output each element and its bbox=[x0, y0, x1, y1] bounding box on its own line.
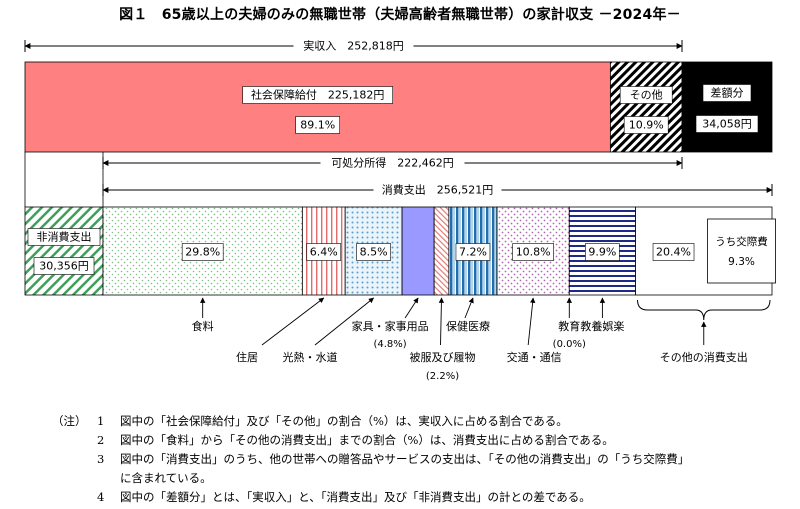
pct-cat-5-box bbox=[455, 243, 491, 261]
label-consumption-bg bbox=[373, 182, 502, 198]
value-non-consumption: 30,356円 bbox=[39, 260, 89, 273]
label-social-security: 社会保障給付 225,182円 bbox=[251, 88, 385, 102]
label-sub-item: うち交際費 bbox=[715, 235, 768, 248]
brace-other-consumption bbox=[637, 299, 771, 321]
pct-cat-2-box bbox=[356, 243, 391, 261]
bar-non-consumption bbox=[24, 206, 104, 296]
leader-transport bbox=[527, 297, 536, 346]
pct-education: (0.0%) bbox=[553, 339, 586, 350]
label-education: 教育 bbox=[558, 319, 580, 333]
label-consumption: 消費支出 256,521円 bbox=[382, 183, 494, 197]
household-budget-chart: 社会保障給付 225,182円 89.1% その他 10.9% 差額分 34,058円 実収… bbox=[24, 38, 776, 382]
pct-cat-1: 6.4% bbox=[310, 246, 338, 259]
label-income-other-box bbox=[619, 86, 673, 104]
leader-medical bbox=[464, 297, 474, 319]
label-income: 実収入 252,818円 bbox=[303, 39, 404, 53]
footnote-text: 図中の「食料」から「その他の消費支出」までの割合（%）は、消費支出に占める割合で… bbox=[120, 433, 614, 447]
label-medical: 保健医療 bbox=[446, 319, 490, 333]
pct-sub-item: 9.3% bbox=[728, 256, 755, 268]
pct-social-security-box bbox=[295, 116, 340, 134]
footnote-number: 2 bbox=[97, 433, 105, 447]
footnote-3: 3 図中の「消費支出」のうち、他の世帯への贈答品やサービスの支出は、「その他の消… bbox=[52, 450, 792, 469]
label-clothing: 被服及び履物 bbox=[410, 350, 476, 364]
label-other-consumption: その他の消費支出 bbox=[660, 350, 748, 364]
footnote-text: 図中の「消費支出」のうち、他の世帯への贈答品やサービスの支出は、「その他の消費支… bbox=[120, 452, 690, 466]
label-disposable-bg bbox=[320, 155, 465, 171]
footnote-number: 1 bbox=[97, 414, 105, 428]
pct-clothing: (2.2%) bbox=[426, 371, 459, 382]
bar-cat-3 bbox=[401, 206, 435, 296]
value-deficit-box bbox=[695, 115, 759, 133]
label-recreation: 教養娯楽 bbox=[580, 319, 624, 333]
leader-utilities bbox=[314, 297, 375, 346]
label-disposable: 可処分所得 222,462円 bbox=[331, 157, 454, 170]
label-deficit-box bbox=[702, 84, 752, 102]
bar-income-other bbox=[609, 61, 683, 153]
pct-cat-0: 29.8% bbox=[185, 246, 220, 259]
footnote-prefix: （注） bbox=[52, 414, 87, 428]
value-deficit: 34,058円 bbox=[702, 118, 752, 131]
label-non-consumption-box bbox=[27, 228, 101, 246]
bar-cat-4 bbox=[433, 206, 450, 296]
pct-cat-6-box bbox=[512, 243, 554, 261]
pct-cat-8: 9.9% bbox=[588, 246, 616, 259]
pct-cat-8-box bbox=[585, 243, 620, 261]
pct-cat-9: 20.4% bbox=[656, 246, 691, 259]
pct-furniture: (4.8%) bbox=[373, 339, 406, 350]
chart-title: 図１ 65歳以上の夫婦のみの無職世帯（夫婦高齢者無職世帯）の家計収支 －2024… bbox=[119, 7, 681, 23]
pct-income-other: 10.9% bbox=[629, 119, 664, 132]
label-furniture: 家具・家事用品 bbox=[352, 319, 429, 333]
pct-social-security: 89.1% bbox=[300, 119, 335, 132]
footnote-3-continuation: に含まれている。 bbox=[120, 471, 212, 485]
pct-cat-6: 10.8% bbox=[516, 246, 551, 259]
footnote-4: 4 図中の「差額分」とは、「実収入」と、「消費支出」及び「非消費支出」の計との差… bbox=[52, 488, 792, 507]
label-housing: 住居 bbox=[236, 350, 258, 364]
footnote-1: （注） 1 図中の「社会保障給付」及び「その他」の割合（%）は、実収入に占める割… bbox=[52, 412, 792, 431]
footnote-2: 2 図中の「食料」から「その他の消費支出」までの割合（%）は、消費支出に占める割… bbox=[52, 431, 792, 450]
label-food: 食料 bbox=[192, 319, 214, 333]
leader-housing bbox=[261, 297, 325, 346]
bar-cat-2 bbox=[344, 206, 403, 296]
bar-sub-entertainment bbox=[707, 218, 776, 284]
leader-furniture bbox=[404, 297, 419, 319]
label-transport: 交通・通信 bbox=[507, 350, 562, 364]
bar-deficit bbox=[681, 61, 773, 153]
footnote-text: 図中の「社会保障給付」及び「その他」の割合（%）は、実収入に占める割合である。 bbox=[120, 414, 568, 428]
label-social-security-box bbox=[242, 86, 393, 104]
bar-social-security bbox=[24, 61, 611, 153]
label-income-other: その他 bbox=[630, 89, 663, 102]
pct-cat-1-box bbox=[306, 243, 342, 261]
label-deficit: 差額分 bbox=[711, 86, 744, 100]
pct-cat-2: 8.5% bbox=[360, 246, 388, 259]
footnote-number: 4 bbox=[97, 490, 105, 504]
footnote-number: 3 bbox=[97, 452, 105, 466]
footnote-text: 図中の「差額分」とは、「実収入」と、「消費支出」及び「非消費支出」の計との差であ… bbox=[120, 490, 591, 504]
label-utilities: 光熱・水道 bbox=[283, 350, 338, 364]
pct-cat-0-box bbox=[181, 243, 224, 261]
pct-cat-9-box bbox=[652, 243, 695, 261]
footnotes: （注） 1 図中の「社会保障給付」及び「その他」の割合（%）は、実収入に占める割… bbox=[52, 412, 792, 507]
pct-income-other-box bbox=[623, 116, 669, 134]
label-non-consumption: 非消費支出 bbox=[37, 230, 92, 244]
label-income-bg bbox=[293, 38, 414, 54]
value-non-consumption-box bbox=[33, 257, 95, 275]
pct-cat-5: 7.2% bbox=[459, 246, 487, 259]
leader-clothing bbox=[438, 297, 445, 346]
